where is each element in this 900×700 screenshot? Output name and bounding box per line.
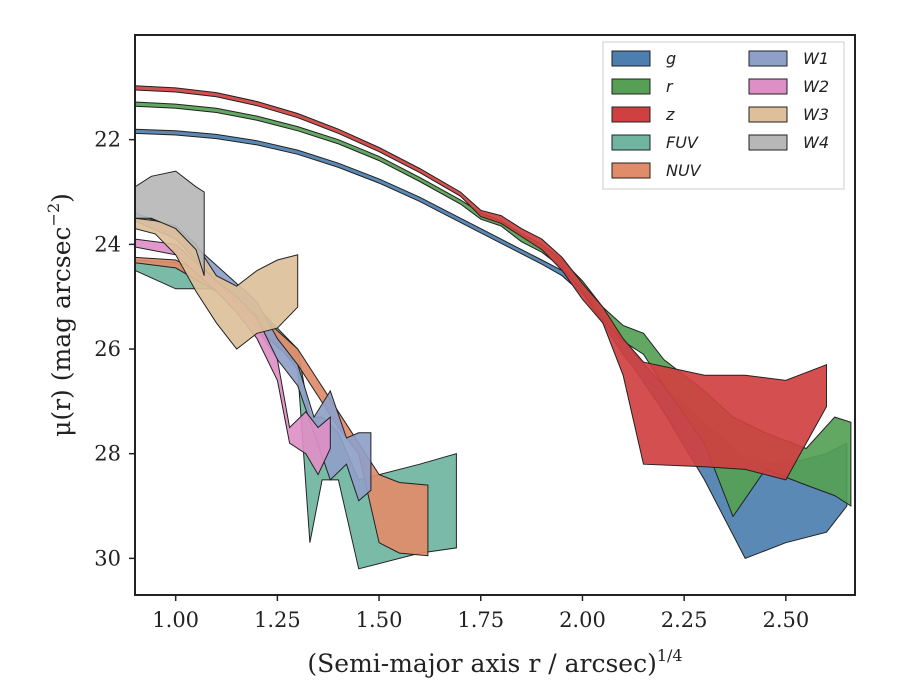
legend-label-r: r [666, 77, 674, 96]
y-tick-label: 28 [94, 442, 121, 466]
legend-swatch-w3 [748, 106, 788, 123]
legend-label-g: g [666, 49, 676, 68]
series-band-w4 [135, 170, 205, 276]
series-band-g [135, 128, 848, 560]
legend-swatch-fuv [611, 134, 651, 151]
legend-label-z: z [665, 105, 675, 124]
y-tick-label: 24 [94, 232, 121, 256]
legend-label-w2: W2 [803, 77, 829, 96]
x-axis-label: (Semi-major axis r / arcsec)1/4 [307, 646, 682, 678]
legend-swatch-g [611, 50, 651, 67]
x-tick-label: 1.25 [254, 608, 301, 632]
legend: grz FUV NUV W1 W2 W3 W4 [602, 41, 845, 190]
legend-swatch-nuv [611, 162, 651, 179]
plot-frame [134, 34, 856, 596]
legend-swatch-w4 [748, 134, 788, 151]
legend-label-w3: W3 [803, 105, 829, 124]
x-tick-label: 1.00 [152, 608, 199, 632]
legend-swatch-w1 [748, 50, 788, 67]
legend-swatch-z [611, 106, 651, 123]
legend-swatch-w2 [748, 78, 788, 95]
ticks-layer: 1.00 1.25 1.50 1.75 2.00 2.25 2.50 22 24 26 28 30 [94, 128, 809, 632]
y-tick-label: 26 [94, 337, 121, 361]
legend-label-nuv: NUV [666, 161, 702, 180]
x-tick-label: 2.25 [661, 608, 708, 632]
x-tick-label: 2.00 [559, 608, 606, 632]
legend-label-fuv: FUV [666, 133, 699, 152]
legend-label-w4: W4 [803, 133, 829, 152]
y-tick-label: 22 [94, 128, 121, 152]
series-band-w1 [135, 212, 372, 502]
series-band-w3 [135, 217, 299, 350]
legend-swatch-r [611, 78, 651, 95]
x-tick-label: 1.75 [457, 608, 504, 632]
series-band-z [135, 85, 827, 481]
y-axis-label: μ(r) (mag arcsec−2) [44, 193, 76, 437]
series-band-r [135, 101, 852, 518]
y-tick-label: 30 [94, 546, 121, 570]
series-layer [135, 85, 852, 570]
legend-label-w1: W1 [803, 49, 829, 68]
x-tick-label: 1.50 [356, 608, 403, 632]
x-tick-label: 2.50 [762, 608, 809, 632]
